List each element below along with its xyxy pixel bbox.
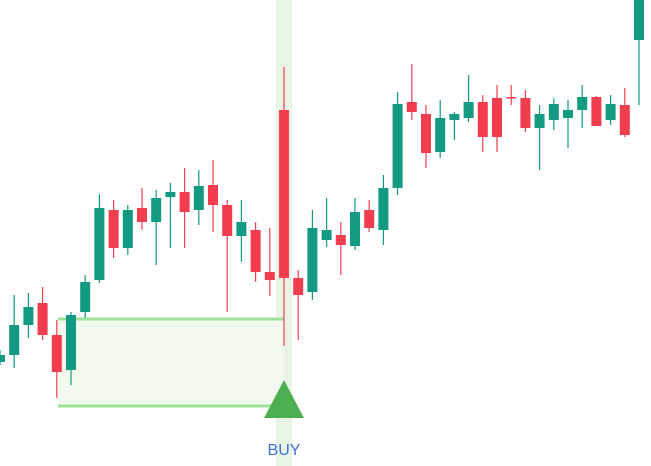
candle-body: [506, 97, 517, 99]
zone-area: [57, 319, 284, 406]
candle-body: [108, 210, 119, 248]
candle-body: [122, 210, 133, 248]
candle-body: [619, 105, 630, 135]
candle-body: [179, 192, 190, 212]
candle-body: [66, 315, 76, 370]
candle-body: [23, 307, 34, 325]
candle-body: [364, 210, 375, 228]
buy-marker: [264, 380, 304, 418]
candle-body: [605, 104, 616, 120]
candle-body: [421, 114, 431, 153]
candle-body: [463, 102, 474, 118]
candle-body: [321, 230, 332, 240]
candle-body: [563, 110, 573, 118]
candle-body: [634, 0, 644, 40]
candle-body: [37, 303, 48, 335]
candle-body: [193, 186, 204, 210]
candle-body: [293, 278, 304, 295]
candle-body: [9, 325, 20, 355]
candle-body: [449, 114, 460, 120]
candle-body: [477, 102, 488, 137]
candle-body: [51, 335, 62, 372]
candle-body: [264, 272, 275, 280]
signal-label: BUY: [268, 442, 301, 459]
candle-body: [250, 230, 261, 272]
candle-body: [534, 114, 545, 128]
candle-body: [165, 192, 176, 197]
candle-body: [577, 97, 588, 110]
candle-body: [279, 110, 289, 278]
candle-body: [208, 185, 218, 205]
candle-body: [406, 102, 417, 112]
candle-body: [350, 212, 360, 246]
candle-body: [307, 228, 318, 292]
candle-body: [335, 235, 346, 245]
candle-body: [94, 208, 105, 280]
candle-body: [151, 198, 162, 222]
candle-body: [435, 118, 446, 152]
candle-body: [378, 188, 389, 230]
candle-body: [548, 104, 559, 120]
candle-body: [492, 98, 502, 137]
candle-body: [137, 208, 147, 222]
candle-body: [591, 97, 602, 126]
candle-body: [80, 282, 91, 312]
candle-body: [236, 222, 247, 236]
candle-body: [222, 205, 233, 236]
candle-body: [0, 355, 5, 362]
candle-body: [392, 104, 403, 188]
candle-body: [520, 98, 531, 128]
